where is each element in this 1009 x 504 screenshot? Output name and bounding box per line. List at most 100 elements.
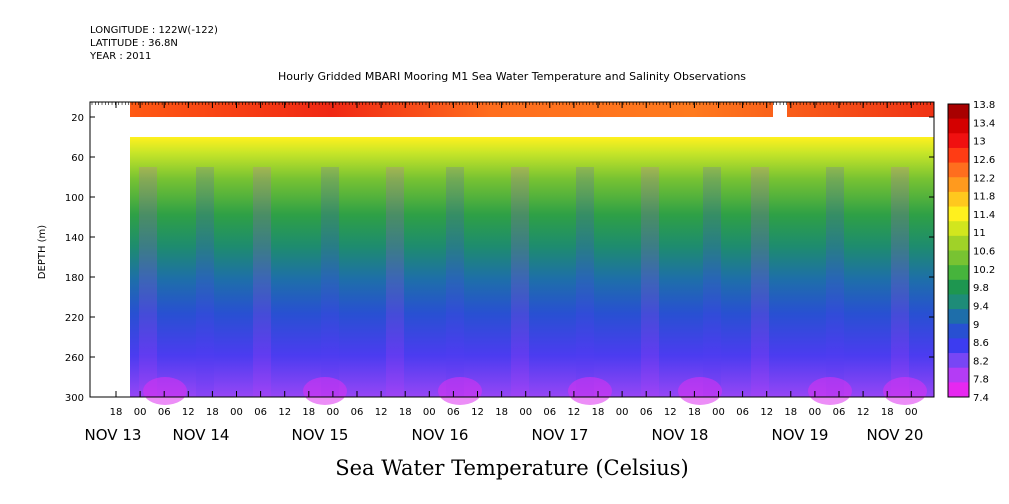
colorbar-swatch [948,250,969,266]
colorbar-swatch [948,382,969,398]
x-date-label: NOV 20 [867,426,924,444]
colorbar-swatch [948,104,969,120]
colorbar-swatch [948,294,969,310]
colorbar-label: 9.4 [973,301,989,312]
x-date-label: NOV 15 [292,426,349,444]
temperature-streak [641,167,659,397]
x-hour-label: 18 [495,407,508,418]
colorbar-label: 10.6 [973,247,995,258]
x-hour-label: 00 [230,407,243,418]
colorbar-swatch [948,118,969,134]
x-hour-label: 00 [327,407,340,418]
colorbar-label: 13 [973,137,986,148]
x-hour-label: 06 [158,407,171,418]
x-hour-label: 12 [471,407,484,418]
x-hour-label: 00 [712,407,725,418]
temperature-streak [751,167,769,397]
y-tick-label: 260 [65,353,84,364]
colorbar-swatch [948,338,969,354]
colorbar-label: 10.2 [973,265,995,276]
temperature-streak [321,167,339,397]
temperature-streak [386,167,404,397]
chart-title: Hourly Gridded MBARI Mooring M1 Sea Wate… [278,70,746,83]
colorbar-swatch [948,177,969,193]
x-hour-label: 12 [568,407,581,418]
y-tick-label: 20 [71,113,84,124]
colorbar-label: 8.2 [973,356,989,367]
colorbar-swatch [948,235,969,251]
x-hour-label: 18 [688,407,701,418]
colorbar-label: 11.4 [973,210,995,221]
colorbar-label: 13.4 [973,118,995,129]
colorbar-label: 11 [973,228,986,239]
temperature-streak [576,167,594,397]
x-hour-label: 12 [760,407,773,418]
subsurface-temperature-field [130,137,934,397]
colorbar-swatch [948,279,969,295]
x-hour-label: 18 [784,407,797,418]
temperature-streak [196,167,214,397]
y-tick-label: 180 [65,273,84,284]
cold-water-patch [438,377,482,405]
colorbar-swatch [948,133,969,149]
x-hour-label: 06 [833,407,846,418]
colorbar-frame [947,103,970,398]
x-hour-label: 18 [881,407,894,418]
x-hour-label: 12 [664,407,677,418]
temperature-streak [703,167,721,397]
colorbar-label: 9.8 [973,283,989,294]
cold-water-patch [568,377,612,405]
y-tick-label: 60 [71,153,84,164]
cold-water-patch [143,377,187,405]
x-hour-label: 12 [857,407,870,418]
colorbar-label: 9 [973,320,979,331]
x-axis-label: Sea Water Temperature (Celsius) [335,456,689,480]
x-date-label: NOV 14 [173,426,230,444]
temperature-streak [511,167,529,397]
colorbar-swatch [948,367,969,383]
colorbar-label: 8.6 [973,338,989,349]
colorbar-swatch [948,147,969,164]
x-hour-label: 12 [278,407,291,418]
cold-water-patch [678,377,722,405]
surface-data-gap [773,102,787,117]
temperature-streak [446,167,464,397]
x-hour-label: 06 [447,407,460,418]
x-hour-label: 18 [302,407,315,418]
colorbar-label: 13.8 [973,100,995,111]
colorbar-label: 7.8 [973,375,989,386]
x-date-label: NOV 13 [85,426,142,444]
y-tick-label: 300 [65,393,84,404]
x-hour-label: 00 [134,407,147,418]
colorbar-swatch [948,206,969,222]
x-hour-label: 12 [375,407,388,418]
x-date-label: NOV 17 [532,426,589,444]
x-hour-label: 06 [351,407,364,418]
x-date-label: NOV 16 [412,426,469,444]
temperature-streak [891,167,909,397]
colorbar-label: 12.2 [973,173,995,184]
x-hour-label: 18 [110,407,123,418]
surface-temperature-band [130,102,934,117]
x-hour-label: 06 [640,407,653,418]
x-hour-label: 00 [809,407,822,418]
longitude-label: LONGITUDE : 122W(-122) [90,25,218,36]
x-hour-label: 06 [736,407,749,418]
colorbar-swatch [948,323,969,339]
x-hour-label: 12 [182,407,195,418]
temperature-streak [826,167,844,397]
cold-water-patch [808,377,852,405]
x-hour-label: 00 [616,407,629,418]
colorbar-swatch [948,221,969,237]
colorbar-swatch [948,191,969,208]
x-date-label: NOV 18 [652,426,709,444]
cold-water-patch [303,377,347,405]
plot-frame [89,101,935,398]
x-hour-label: 18 [206,407,219,418]
y-axis-label: DEPTH (m) [37,225,48,279]
colorbar-swatch [948,309,969,325]
cold-water-patch [883,377,927,405]
x-hour-label: 18 [399,407,412,418]
y-tick-label: 140 [65,233,84,244]
colorbar-label: 12.6 [973,155,995,166]
